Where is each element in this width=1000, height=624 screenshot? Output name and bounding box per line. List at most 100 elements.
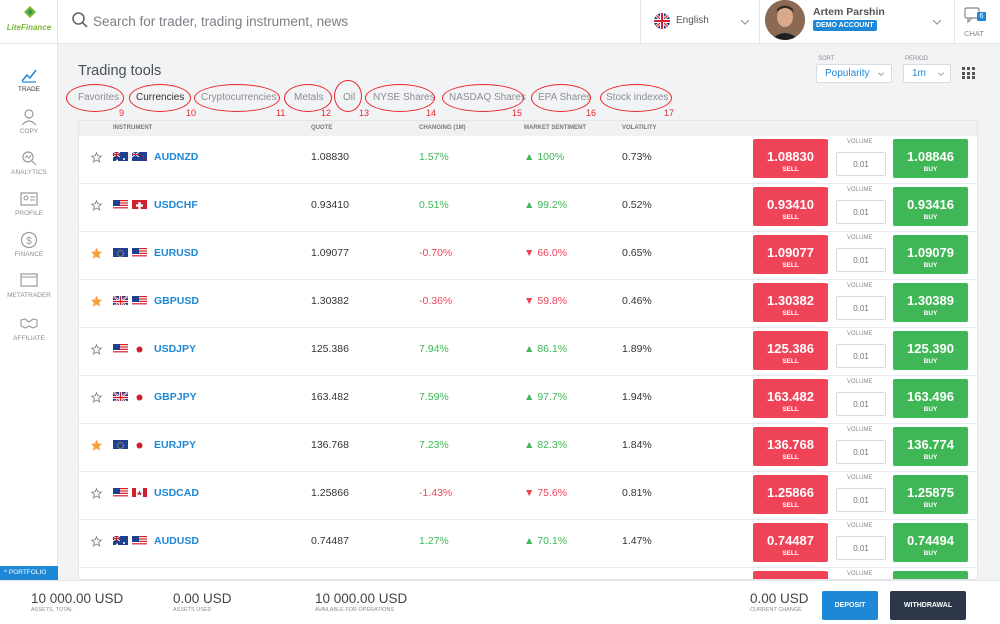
buy-button[interactable]: 1.30389 BUY [893, 283, 968, 322]
volume-input[interactable] [836, 536, 886, 560]
flag-usd-icon [132, 246, 147, 257]
volume-label: VOLUME [847, 571, 873, 577]
scrollbar[interactable] [992, 44, 1000, 580]
instrument-name[interactable]: USDCAD [154, 487, 199, 499]
period-select[interactable]: 1m [903, 64, 951, 83]
table-row[interactable]: USDJPY 125.386 7.94% ▲ 86.1% 1.89% 125.386 SEL… [79, 329, 977, 376]
sell-button[interactable]: 1.25866 SELL [753, 475, 828, 514]
sell-button[interactable]: 136.768 SELL [753, 427, 828, 466]
buy-button[interactable]: 0.93416 BUY [893, 187, 968, 226]
sidebar-item-label: FINANCE [14, 251, 44, 258]
sidebar-item-metatrader[interactable]: METATRADER [0, 272, 58, 312]
buy-button[interactable]: 1.25875 BUY [893, 475, 968, 514]
sidebar-item-analytics[interactable]: ANALYTICS [0, 149, 58, 189]
volume-input[interactable] [836, 488, 886, 512]
favorite-star-icon[interactable] [91, 440, 102, 451]
sentiment-cell: ▼ 66.0% [524, 247, 567, 259]
favorite-star-icon[interactable] [91, 248, 102, 259]
instrument-name[interactable]: GBPJPY [154, 391, 197, 403]
instrument-name[interactable]: USDCHF [154, 199, 198, 211]
sell-button[interactable]: 163.482 SELL [753, 379, 828, 418]
favorite-star-icon[interactable] [91, 392, 102, 403]
chat-button[interactable]: 6 CHAT [956, 3, 1000, 43]
buy-price: 1.09079 [907, 245, 954, 260]
favorite-star-icon[interactable] [91, 344, 102, 355]
volume-input[interactable] [836, 152, 886, 176]
instrument-name[interactable]: USDJPY [154, 343, 197, 355]
volume-input[interactable] [836, 440, 886, 464]
user-menu[interactable]: Artem Parshin DEMO ACCOUNT [760, 0, 955, 44]
table-row[interactable]: USDCHF 0.93410 0.51% ▲ 99.2% 0.52% 0.93410 SEL… [79, 185, 977, 232]
buy-button[interactable]: 136.774 BUY [893, 427, 968, 466]
volume-input[interactable] [836, 200, 886, 224]
buy-button[interactable]: 1.09079 BUY [893, 235, 968, 274]
sidebar-item-trade[interactable]: TRADE [0, 66, 58, 106]
sell-price: 125.386 [767, 341, 814, 356]
favorite-star-icon[interactable] [91, 536, 102, 547]
flag-jpy-icon [132, 390, 147, 401]
sell-button[interactable]: 1.30382 SELL [753, 283, 828, 322]
flag-eur-icon [113, 246, 128, 257]
table-row[interactable]: EURJPY 136.768 7.23% ▲ 82.3% 1.84% 136.768 SEL… [79, 425, 977, 472]
grid-view-icon[interactable] [962, 67, 976, 79]
sell-button[interactable]: 1.09077 SELL [753, 235, 828, 274]
buy-button[interactable]: 125.390 BUY [893, 331, 968, 370]
annotation-number: 16 [586, 108, 597, 118]
sell-button[interactable]: 125.386 SELL [753, 331, 828, 370]
instrument-name[interactable]: EURUSD [154, 247, 199, 259]
favorite-star-icon[interactable] [91, 200, 102, 211]
favorite-star-icon[interactable] [91, 152, 102, 163]
table-row[interactable]: AUDUSD 0.74487 1.27% ▲ 70.1% 1.47% 0.74487 SEL… [79, 521, 977, 568]
header-changing: CHANGING (1M) [419, 125, 466, 131]
sort-select[interactable]: Popularity [816, 64, 892, 83]
volatility-value: 1.89% [622, 343, 652, 355]
sell-label: SELL [782, 454, 799, 461]
change-value: -1.43% [419, 487, 453, 499]
sidebar-item-finance[interactable]: $ FINANCE [0, 231, 58, 271]
volume-label: VOLUME [847, 523, 873, 529]
logo[interactable]: LiteFinance [0, 0, 58, 44]
instrument-name[interactable]: AUDNZD [154, 151, 199, 163]
volume-label: VOLUME [847, 235, 873, 241]
search-input[interactable] [93, 9, 613, 33]
buy-price: 125.390 [907, 341, 954, 356]
volume-input[interactable] [836, 392, 886, 416]
volume-input[interactable] [836, 248, 886, 272]
chevron-down-icon [938, 72, 944, 76]
buy-button[interactable]: 1.08846 BUY [893, 139, 968, 178]
volume-label: VOLUME [847, 139, 873, 145]
deposit-button[interactable]: DEPOSIT [822, 591, 878, 620]
sell-button[interactable]: 1.08830 SELL [753, 139, 828, 178]
instrument-name[interactable]: EURJPY [154, 439, 197, 451]
table-row[interactable]: EURUSD 1.09077 -0.70% ▼ 66.0% 0.65% 1.09077 SE… [79, 233, 977, 280]
sell-button[interactable]: 1.75027SELL [753, 571, 828, 579]
buy-label: BUY [923, 406, 938, 413]
sell-button[interactable]: 0.93410 SELL [753, 187, 828, 226]
sidebar-item-copy[interactable]: COPY [0, 108, 58, 148]
sell-button[interactable]: 0.74487 SELL [753, 523, 828, 562]
sidebar-item-affiliate[interactable]: AFFILIATE [0, 315, 58, 355]
sidebar-item-profile[interactable]: PROFILE [0, 190, 58, 230]
current-change-label: CURRENT CHANGE [750, 607, 802, 613]
table-row[interactable]: USDCAD 1.25866 -1.43% ▼ 75.6% 0.81% 1.25866 SE… [79, 473, 977, 520]
withdrawal-button[interactable]: WITHDRAWAL [890, 591, 966, 620]
buy-button[interactable]: 0.74494 BUY [893, 523, 968, 562]
chat-label: CHAT [964, 29, 984, 38]
change-value: 7.94% [419, 343, 449, 355]
portfolio-toggle[interactable]: ^ PORTFOLIO [0, 566, 58, 580]
table-row[interactable]: GBPUSD 1.30382 -0.36% ▼ 59.8% 0.46% 1.30382 SE… [79, 281, 977, 328]
buy-button[interactable]: 163.496 BUY [893, 379, 968, 418]
table-row[interactable]: GBPJPY 163.482 7.59% ▲ 97.7% 1.94% 163.482 SEL… [79, 377, 977, 424]
volume-input[interactable] [836, 344, 886, 368]
flag-cad-icon [132, 486, 147, 497]
language-selector[interactable]: English [640, 0, 760, 44]
buy-button[interactable]: 1.75044BUY [893, 571, 968, 579]
instrument-name[interactable]: GBPUSD [154, 295, 199, 307]
table-row[interactable]: 1.75027SELL VOLUME 1.75044BUY [79, 569, 977, 579]
instrument-name[interactable]: AUDUSD [154, 535, 199, 547]
favorite-star-icon[interactable] [91, 488, 102, 499]
table-row[interactable]: AUDNZD 1.08830 1.57% ▲ 100% 0.73% 1.08830 SELL… [79, 137, 977, 184]
favorite-star-icon[interactable] [91, 296, 102, 307]
volume-input[interactable] [836, 296, 886, 320]
quote-value: 0.74487 [311, 535, 349, 547]
